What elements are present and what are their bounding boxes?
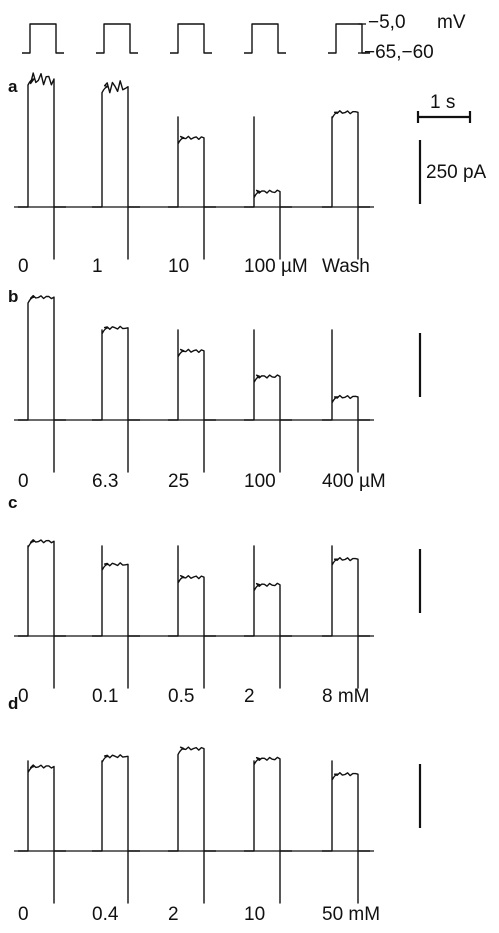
condition-label: 10 xyxy=(168,256,189,277)
protocol-top-label: −5,0 xyxy=(368,12,406,33)
condition-label: 1 xyxy=(92,256,103,277)
protocol-step xyxy=(244,23,286,54)
protocol-step xyxy=(170,23,212,54)
panel-b: 0 6.3 25 100 400 µM xyxy=(14,294,422,492)
condition-label: 100 xyxy=(244,471,276,492)
current-trace xyxy=(92,80,140,260)
condition-label: 0 xyxy=(18,904,29,925)
current-trace xyxy=(244,756,292,904)
condition-label: 0.5 xyxy=(168,686,194,707)
condition-label: 2 xyxy=(244,686,255,707)
condition-label: 8 mM xyxy=(322,686,370,707)
protocol-step xyxy=(96,23,138,54)
panel-a: 0 1 10 100 µM Wash xyxy=(14,72,374,277)
panel-label-d: d xyxy=(8,694,18,713)
protocol-step xyxy=(22,23,64,54)
current-trace xyxy=(168,116,216,260)
condition-label: 0 xyxy=(18,471,29,492)
current-trace xyxy=(168,746,216,904)
current-trace xyxy=(322,760,370,904)
current-trace xyxy=(244,116,292,260)
condition-label: 25 xyxy=(168,471,189,492)
current-scale-label: 250 pA xyxy=(426,162,487,183)
current-trace xyxy=(322,545,370,689)
condition-label: 100 µM xyxy=(244,256,308,277)
current-trace xyxy=(18,294,66,473)
current-trace xyxy=(92,545,140,689)
current-trace xyxy=(322,110,370,260)
panel-c: 0 0.1 0.5 2 8 mM xyxy=(14,539,422,707)
panel-label-b: b xyxy=(8,287,18,306)
voltage-protocol xyxy=(22,23,370,54)
condition-label: 0.1 xyxy=(92,686,118,707)
panel-label-c: c xyxy=(8,493,17,512)
current-trace xyxy=(92,325,140,473)
protocol-unit: mV xyxy=(437,12,466,33)
condition-label: 2 xyxy=(168,904,179,925)
protocol-bottom-label: −65,−60 xyxy=(364,42,434,63)
condition-label: 6.3 xyxy=(92,471,118,492)
current-trace xyxy=(244,329,292,473)
condition-label: 400 µM xyxy=(322,471,386,492)
current-trace xyxy=(18,539,66,689)
current-trace xyxy=(18,760,66,904)
condition-label: 10 xyxy=(244,904,265,925)
current-trace xyxy=(92,754,140,904)
current-trace xyxy=(244,545,292,689)
panel-d: 0 0.4 2 10 50 mM xyxy=(14,746,422,925)
condition-label: 0 xyxy=(18,686,29,707)
current-trace xyxy=(322,329,370,473)
time-scale-bar xyxy=(416,111,472,123)
condition-label: 0.4 xyxy=(92,904,119,925)
current-trace xyxy=(168,545,216,689)
condition-label: 50 mM xyxy=(322,904,380,925)
condition-label: 0 xyxy=(18,256,29,277)
current-trace xyxy=(168,329,216,473)
current-trace xyxy=(18,72,66,260)
condition-label: Wash xyxy=(322,256,370,277)
panel-label-a: a xyxy=(8,77,18,96)
time-scale-label: 1 s xyxy=(430,92,455,113)
